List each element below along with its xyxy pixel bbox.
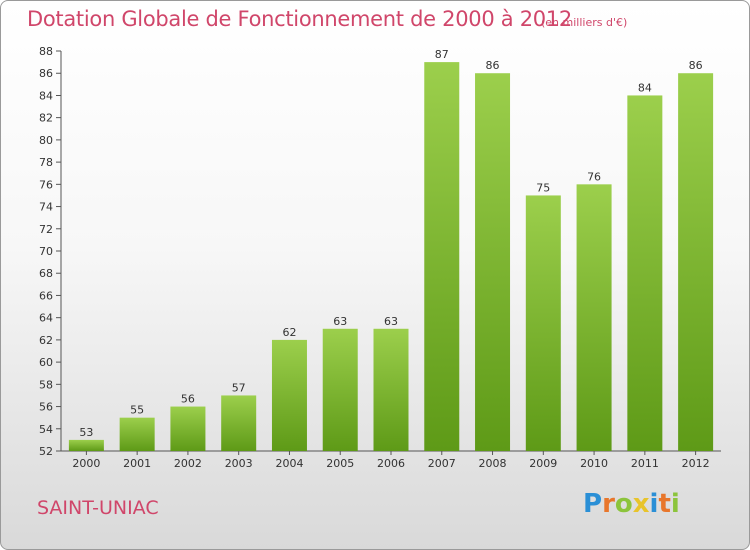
x-tick-label: 2006 (377, 457, 405, 470)
value-label: 62 (282, 326, 296, 339)
bar-2008 (475, 73, 511, 451)
bar-2007 (424, 62, 460, 451)
x-tick-label: 2009 (529, 457, 557, 470)
bar-2009 (525, 195, 561, 451)
bar-2002 (170, 406, 206, 451)
y-tick-label: 82 (39, 112, 53, 125)
value-label: 75 (536, 181, 550, 194)
x-tick-label: 2000 (72, 457, 100, 470)
bar-2006 (373, 328, 409, 451)
logo-letter: i (649, 489, 659, 519)
chart-title: Dotation Globale de Fonctionnement de 20… (27, 7, 572, 31)
logo-letter: i (670, 489, 680, 519)
value-label: 86 (486, 59, 500, 72)
logo-letter: o (614, 489, 633, 519)
y-tick-label: 70 (39, 245, 53, 258)
value-label: 57 (232, 381, 246, 394)
value-label: 76 (587, 170, 601, 183)
chart-subtitle: (en milliers d'€) (541, 16, 628, 29)
x-tick-label: 2010 (580, 457, 608, 470)
value-label: 86 (689, 59, 703, 72)
x-tick-label: 2011 (631, 457, 659, 470)
bar-2012 (678, 73, 714, 451)
bar-2005 (322, 328, 358, 451)
logo-letter: t (658, 489, 671, 519)
value-label: 53 (79, 426, 93, 439)
bars (68, 62, 714, 452)
x-tick-label: 2002 (174, 457, 202, 470)
bar-2004 (271, 339, 307, 451)
logo-letter: r (602, 489, 615, 519)
bar-2001 (119, 417, 155, 451)
x-tick-label: 2003 (225, 457, 253, 470)
x-tick-label: 2005 (326, 457, 354, 470)
bar-2011 (627, 95, 663, 451)
y-tick-label: 54 (39, 423, 53, 436)
value-label: 87 (435, 48, 449, 61)
x-tick-label: 2012 (682, 457, 710, 470)
y-tick-label: 58 (39, 378, 53, 391)
y-tick-label: 68 (39, 267, 53, 280)
bar-2010 (576, 184, 612, 452)
bar-2003 (221, 395, 257, 451)
y-tick-label: 66 (39, 289, 53, 302)
value-label: 56 (181, 393, 195, 406)
y-tick-label: 74 (39, 201, 53, 214)
y-tick-label: 52 (39, 445, 53, 458)
value-label: 63 (333, 315, 347, 328)
x-tick-label: 2001 (123, 457, 151, 470)
y-tick-label: 80 (39, 134, 53, 147)
x-tick-label: 2007 (428, 457, 456, 470)
axes: 52 54 56 58 60 62 64 66 68 70 72 74 76 78 80 82 84 86 88 20… (39, 45, 721, 470)
value-label: 55 (130, 404, 144, 417)
y-tick-label: 84 (39, 89, 53, 102)
y-tick-label: 64 (39, 312, 53, 325)
y-tick-label: 78 (39, 156, 53, 169)
commune-name: SAINT-UNIAC (37, 497, 159, 519)
bar-2000 (68, 439, 104, 451)
y-tick-label: 62 (39, 334, 53, 347)
y-tick-label: 72 (39, 223, 53, 236)
y-tick-label: 86 (39, 67, 53, 80)
logo-letter: P (583, 489, 603, 519)
value-label: 63 (384, 315, 398, 328)
value-labels: 53 55 56 57 62 63 63 87 86 75 76 84 86 (79, 48, 702, 439)
x-tick-label: 2008 (479, 457, 507, 470)
y-tick-label: 56 (39, 401, 53, 414)
logo-letter: x (632, 489, 650, 519)
value-label: 84 (638, 81, 652, 94)
proxiti-logo[interactable]: Proxiti (583, 489, 680, 519)
x-tick-label: 2004 (275, 457, 303, 470)
y-tick-label: 76 (39, 178, 53, 191)
y-tick-label: 60 (39, 356, 53, 369)
y-tick-label: 88 (39, 45, 53, 58)
